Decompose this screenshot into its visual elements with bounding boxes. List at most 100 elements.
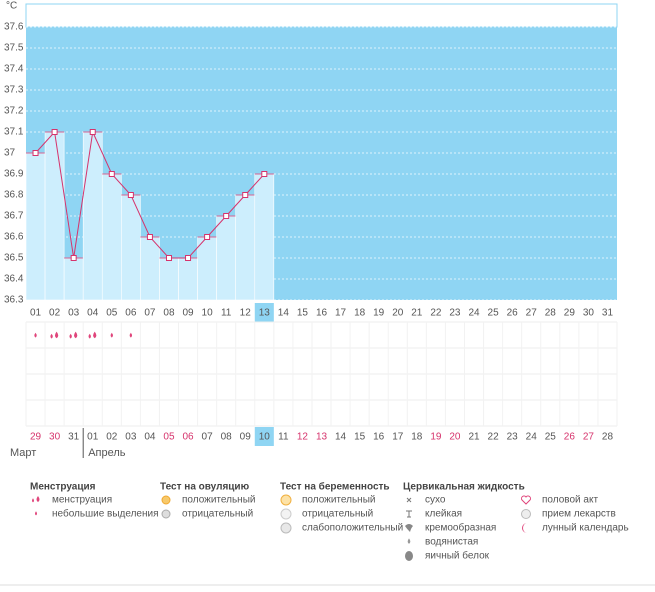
date-label: 11 — [278, 432, 289, 443]
bar — [254, 173, 275, 301]
x-tick-label: 02 — [49, 308, 61, 319]
legend-label: менструация — [52, 495, 112, 506]
date-label: 21 — [468, 432, 480, 443]
point — [32, 150, 39, 156]
date-label: 10 — [259, 432, 271, 443]
x-tick-label: 28 — [545, 308, 557, 319]
y-tick-label: 37.4 — [4, 64, 24, 75]
legend-icon — [161, 495, 171, 505]
date-label: 13 — [316, 432, 328, 443]
bar — [82, 131, 103, 301]
point — [223, 213, 230, 219]
date-label: 29 — [30, 432, 42, 443]
x-tick-label: 23 — [449, 308, 461, 319]
legend-icon — [280, 494, 292, 506]
date-label: 06 — [182, 432, 194, 443]
date-label: 02 — [106, 432, 118, 443]
legend-icon — [522, 523, 527, 533]
date-label: 24 — [526, 432, 538, 443]
y-tick-label: 37.2 — [4, 106, 24, 117]
legend-label: положительный — [182, 495, 255, 506]
x-tick-label: 15 — [297, 308, 309, 319]
date-label: 14 — [335, 432, 347, 443]
drop-big — [88, 333, 91, 339]
date-label: 19 — [430, 432, 442, 443]
date-label: 20 — [449, 432, 461, 443]
point — [165, 255, 172, 261]
legend-icon — [521, 509, 531, 519]
date-label: 31 — [68, 432, 80, 443]
x-tick-label: 25 — [488, 308, 500, 319]
x-tick-label: 22 — [430, 308, 442, 319]
legend-title: Менструация — [30, 482, 96, 493]
legend-icon — [405, 551, 413, 561]
date-label: 09 — [240, 432, 252, 443]
bar — [178, 257, 198, 301]
drop-small — [110, 332, 113, 338]
bar — [235, 194, 256, 301]
x-tick-label: 24 — [468, 308, 480, 319]
bar — [101, 173, 122, 301]
legend-label: клейкая — [425, 509, 462, 520]
legend-title: Тест на овуляцию — [160, 482, 250, 493]
drop-big — [69, 333, 72, 339]
point — [146, 234, 153, 240]
drop-big — [54, 331, 59, 339]
today — [254, 427, 274, 446]
x-tick-label: 31 — [602, 308, 614, 319]
highlight — [254, 303, 274, 322]
x-tick-label: 20 — [392, 308, 404, 319]
legend-label: положительный — [302, 495, 375, 506]
date-label: 07 — [202, 432, 214, 443]
legend-title: Цервикальная жидкость — [403, 482, 525, 493]
x-tick-label: 10 — [202, 308, 214, 319]
date-label: 08 — [221, 432, 233, 443]
x-tick-label: 03 — [68, 308, 80, 319]
point — [108, 171, 115, 177]
date-label: 30 — [49, 432, 61, 443]
y-tick-label: 36.5 — [4, 253, 24, 264]
date-label: 23 — [507, 432, 519, 443]
x-tick-label: 07 — [144, 308, 156, 319]
x-tick-label: 04 — [87, 308, 99, 319]
y-tick-label: 36.3 — [4, 295, 24, 306]
x-tick-label: 12 — [240, 308, 252, 319]
bar — [159, 257, 179, 301]
x-tick-label: 18 — [354, 308, 366, 319]
point — [185, 255, 192, 261]
x-tick-label: 29 — [564, 308, 576, 319]
x-tick-label: 14 — [278, 308, 290, 319]
legend-icon — [405, 524, 413, 532]
bar — [197, 236, 217, 301]
bar — [63, 257, 84, 301]
bar — [216, 215, 237, 301]
date-label: 18 — [411, 432, 423, 443]
x-tick-label: 06 — [125, 308, 137, 319]
legend-icon — [280, 508, 292, 520]
x-tick-label: 08 — [163, 308, 175, 319]
date-label: 25 — [545, 432, 557, 443]
x-tick-label: 17 — [335, 308, 347, 319]
y-tick-label: 36.6 — [4, 232, 24, 243]
x-tick-label: 11 — [221, 308, 232, 319]
point — [127, 192, 134, 198]
date-label: 27 — [583, 432, 595, 443]
y-tick-label: 36.7 — [4, 211, 24, 222]
date-label: 17 — [392, 432, 404, 443]
drop-big — [50, 333, 53, 339]
legend-label: половой акт — [542, 495, 598, 506]
legend-icon — [406, 497, 412, 503]
drop-big — [74, 331, 78, 339]
y-tick-label: 37.1 — [4, 127, 24, 138]
x-tick-label: 26 — [507, 308, 519, 319]
bar — [140, 236, 160, 301]
bar — [44, 131, 65, 301]
y-tick-label: 37 — [4, 148, 16, 159]
month-label: Апрель — [88, 447, 126, 459]
month-label: Март — [10, 447, 36, 459]
legend-label: кремообразная — [425, 522, 496, 534]
date-label: 28 — [602, 432, 614, 443]
x-tick-label: 30 — [583, 308, 595, 319]
legend-label: слабоположительный — [302, 522, 403, 534]
